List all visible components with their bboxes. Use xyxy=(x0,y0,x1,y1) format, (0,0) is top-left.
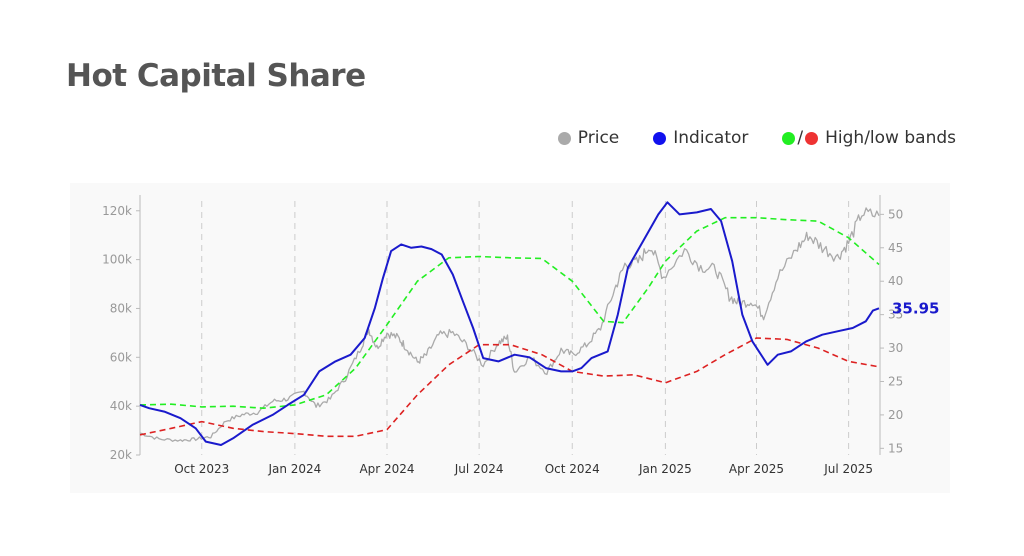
x-tick-label: Jan 2024 xyxy=(267,462,321,476)
right-tick-label: 45 xyxy=(888,241,903,255)
x-tick-label: Apr 2024 xyxy=(359,462,414,476)
x-tick-label: Oct 2024 xyxy=(545,462,600,476)
right-tick-label: 25 xyxy=(888,374,903,388)
bands-legend-dots: / xyxy=(782,128,819,148)
right-tick-label: 50 xyxy=(888,207,903,221)
left-tick-label: 60k xyxy=(110,350,132,364)
left-tick-label: 80k xyxy=(110,301,132,315)
legend-item-indicator[interactable]: Indicator xyxy=(653,128,748,148)
indicator-legend-dot xyxy=(653,131,667,145)
right-tick-label: 30 xyxy=(888,341,903,355)
series-line-price xyxy=(139,207,880,442)
legend-indicator-label: Indicator xyxy=(673,128,749,148)
x-tick-label: Jul 2024 xyxy=(454,462,504,476)
left-tick-label: 100k xyxy=(102,253,132,267)
indicator-last-value-label: 35.95 xyxy=(892,299,939,317)
left-tick-label: 40k xyxy=(110,399,132,413)
legend-price-label: Price xyxy=(577,128,620,148)
right-tick-label: 35 xyxy=(888,308,903,322)
x-tick-label: Oct 2023 xyxy=(174,462,229,476)
x-tick-label: Apr 2025 xyxy=(729,462,784,476)
left-tick-label: 20k xyxy=(110,448,132,462)
chart-panel: Oct 2023 Jan 2024 Apr 2024 Jul 2024 Oct 2024… xyxy=(70,183,950,493)
x-tick-label: Jan 2025 xyxy=(638,462,692,476)
legend-slash: / xyxy=(797,128,804,148)
low-band-legend-dot xyxy=(805,131,819,145)
series-line-high-band xyxy=(139,216,880,409)
chart-svg: Oct 2023 Jan 2024 Apr 2024 Jul 2024 Oct 2024… xyxy=(102,195,939,476)
legend-item-bands[interactable]: / High/low bands xyxy=(782,128,956,148)
left-tick-label: 120k xyxy=(102,204,132,218)
right-tick-label: 40 xyxy=(888,274,903,288)
price-legend-dot xyxy=(557,131,571,145)
chart-legend: Price Indicator / High/low bands xyxy=(557,128,956,148)
right-tick-label: 15 xyxy=(888,441,903,455)
series-line-indicator xyxy=(139,201,880,446)
x-tick-label: Jul 2025 xyxy=(823,462,873,476)
high-band-legend-dot xyxy=(782,131,796,145)
series-line-low-band xyxy=(139,337,880,438)
legend-bands-label: High/low bands xyxy=(825,128,956,148)
right-tick-label: 20 xyxy=(888,408,903,422)
legend-item-price[interactable]: Price xyxy=(557,128,620,148)
page-title: Hot Capital Share xyxy=(66,58,366,94)
